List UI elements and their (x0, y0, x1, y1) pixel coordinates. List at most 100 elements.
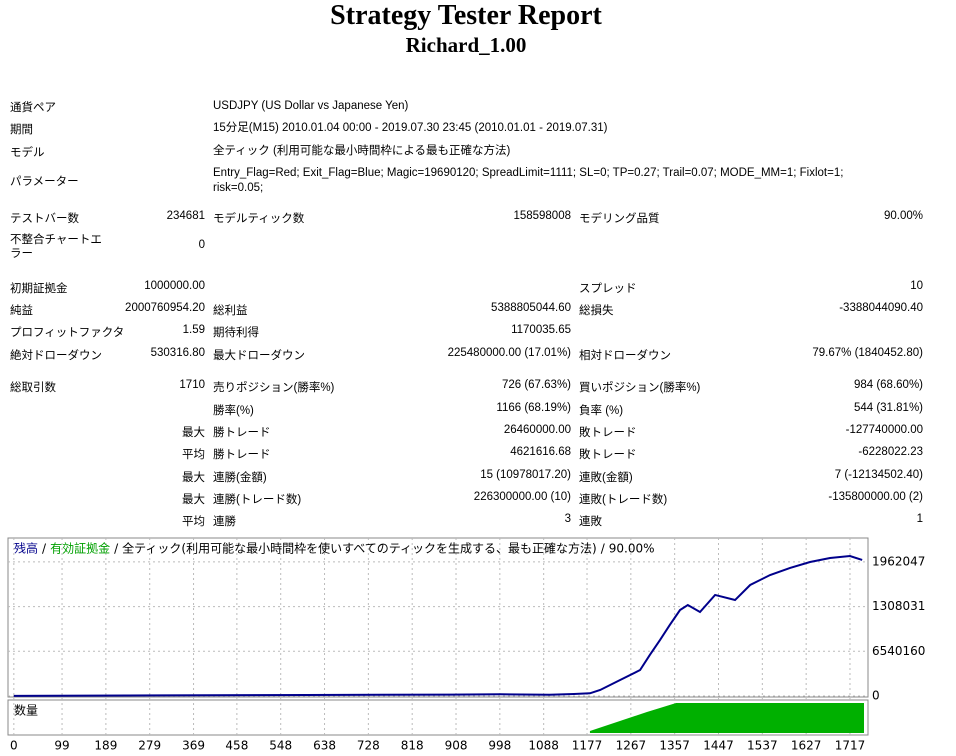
legend-item: / (601, 542, 606, 556)
stat-label: スプレッド (579, 283, 637, 295)
stat-label: 売りポジション(勝率%) (213, 382, 335, 394)
stat-value: -127740000.00 (845, 424, 923, 436)
stat-value: 225480000.00 (17.01%) (447, 347, 571, 359)
x-tick-label: 279 (138, 739, 161, 753)
stat-value: 90.00% (883, 210, 923, 222)
stat-value: -6228022.23 (858, 446, 923, 458)
x-tick-label: 1627 (791, 739, 822, 753)
legend-item: 残高 (14, 541, 38, 556)
stat-label: 勝トレード (213, 427, 271, 439)
x-tick-label: 638 (313, 739, 336, 753)
stat-label: モデリング品質 (579, 213, 660, 225)
x-tick-label: 0 (10, 739, 18, 753)
stat-label: テストバー数 (10, 213, 79, 225)
stat-value: 4621616.68 (510, 446, 571, 458)
stat-value: 0 (198, 239, 205, 251)
stat-label: 期待利得 (213, 327, 259, 339)
x-tick-label: 1357 (659, 739, 690, 753)
stat-label: 買いポジション(勝率%) (579, 382, 701, 394)
stat-label: 勝トレード (213, 449, 271, 461)
stat-label: 初期証拠金 (10, 283, 68, 295)
stat-value: 平均 (182, 449, 205, 461)
stat-label: 敗トレード (579, 427, 637, 439)
x-tick-label: 99 (54, 739, 69, 753)
stat-value: 最大 (182, 427, 205, 439)
plot-area (7, 537, 869, 698)
stat-label: 連勝(金額) (213, 472, 267, 484)
stat-value: 1000000.00 (144, 280, 205, 292)
stat-label: 連敗 (579, 516, 602, 528)
x-tick-label: 818 (401, 739, 424, 753)
stat-value: 3 (564, 513, 571, 525)
stat-label: 不整合チャートエラー (10, 234, 102, 260)
stat-label: 純益 (10, 305, 33, 317)
legend-item: 全ティック(利用可能な最小時間枠を使いすべてのティックを生成する、最も正確な方法… (122, 541, 597, 556)
x-tick-label: 1447 (703, 739, 734, 753)
x-tick-label: 189 (94, 739, 117, 753)
info-label: パラメーター (10, 176, 79, 188)
legend-item: / (42, 542, 47, 556)
stat-label: 相対ドローダウン (579, 350, 671, 362)
volume-label: 数量 (14, 703, 38, 718)
stat-label: 最大ドローダウン (213, 350, 305, 362)
stat-label: 総取引数 (10, 382, 56, 394)
title: Strategy Tester Report (330, 0, 602, 31)
stat-value: -3388044090.40 (839, 302, 923, 314)
stat-value: 1.59 (182, 324, 205, 336)
volume (589, 703, 864, 733)
info-label: 期間 (10, 124, 33, 136)
x-tick-label: 1267 (616, 739, 647, 753)
stat-label: 連敗(金額) (579, 472, 633, 484)
stat-value: 2000760954.20 (125, 302, 205, 314)
stat-value: 平均 (182, 516, 205, 528)
stat-label: モデルティック数 (213, 213, 305, 225)
stat-value: -135800000.00 (2) (828, 491, 923, 503)
stat-value: 984 (68.60%) (853, 379, 923, 391)
stat-value: 5388805044.60 (491, 302, 571, 314)
stat-label: 連敗(トレード数) (579, 494, 668, 506)
stat-value: 最大 (182, 494, 205, 506)
x-tick-label: 1717 (835, 739, 866, 753)
info-label: モデル (10, 147, 45, 159)
stat-value: 226300000.00 (10) (473, 491, 571, 503)
x-tick-label: 1088 (528, 739, 559, 753)
stat-label: 連勝 (213, 516, 236, 528)
stat-value: 最大 (182, 472, 205, 484)
balance-line (13, 554, 863, 697)
stat-value: 544 (31.81%) (853, 402, 923, 414)
stat-label: プロフィットファクタ (10, 327, 125, 339)
info-value: Entry_Flag=Red; Exit_Flag=Blue; Magic=19… (213, 167, 844, 194)
legend-item: 有効証拠金 (50, 541, 110, 556)
info-label: 通貨ペア (10, 102, 56, 114)
stat-value: 79.67% (1840452.80) (812, 347, 923, 359)
x-tick-label: 1537 (747, 739, 778, 753)
x-tick-label: 458 (225, 739, 248, 753)
x-tick-label: 1177 (572, 739, 603, 753)
stat-value: 1166 (68.19%) (496, 402, 571, 414)
x-tick-label: 548 (269, 739, 292, 753)
y-tick-label: 1308031 (872, 599, 925, 613)
stat-label: 負率 (%) (579, 405, 624, 417)
stat-value: 1170035.65 (511, 324, 571, 336)
subtitle: Richard_1.00 (405, 33, 527, 57)
stat-value: 26460000.00 (503, 424, 571, 436)
info-value: 15分足(M15) 2010.01.04 00:00 - 2019.07.30 … (213, 122, 608, 134)
x-tick-label: 998 (488, 739, 511, 753)
legend-item: 90.00% (609, 542, 655, 556)
stat-value: 1710 (179, 379, 205, 391)
info-value: USDJPY (US Dollar vs Japanese Yen) (213, 100, 409, 112)
y-tick-label: 1962047 (872, 554, 925, 568)
y-tick-label: 6540160 (872, 644, 925, 658)
stat-label: 敗トレード (579, 449, 637, 461)
stat-label: 連勝(トレード数) (213, 494, 302, 506)
y-tick-label: 0 (872, 689, 880, 703)
stat-value: 726 (67.63%) (501, 379, 571, 391)
stat-label: 勝率(%) (213, 405, 254, 417)
stat-label: 総利益 (213, 305, 248, 317)
stat-value: 7 (-12134502.40) (834, 469, 923, 481)
x-tick-label: 369 (182, 739, 205, 753)
x-tick-label: 728 (357, 739, 380, 753)
stat-value: 158598008 (513, 210, 571, 222)
